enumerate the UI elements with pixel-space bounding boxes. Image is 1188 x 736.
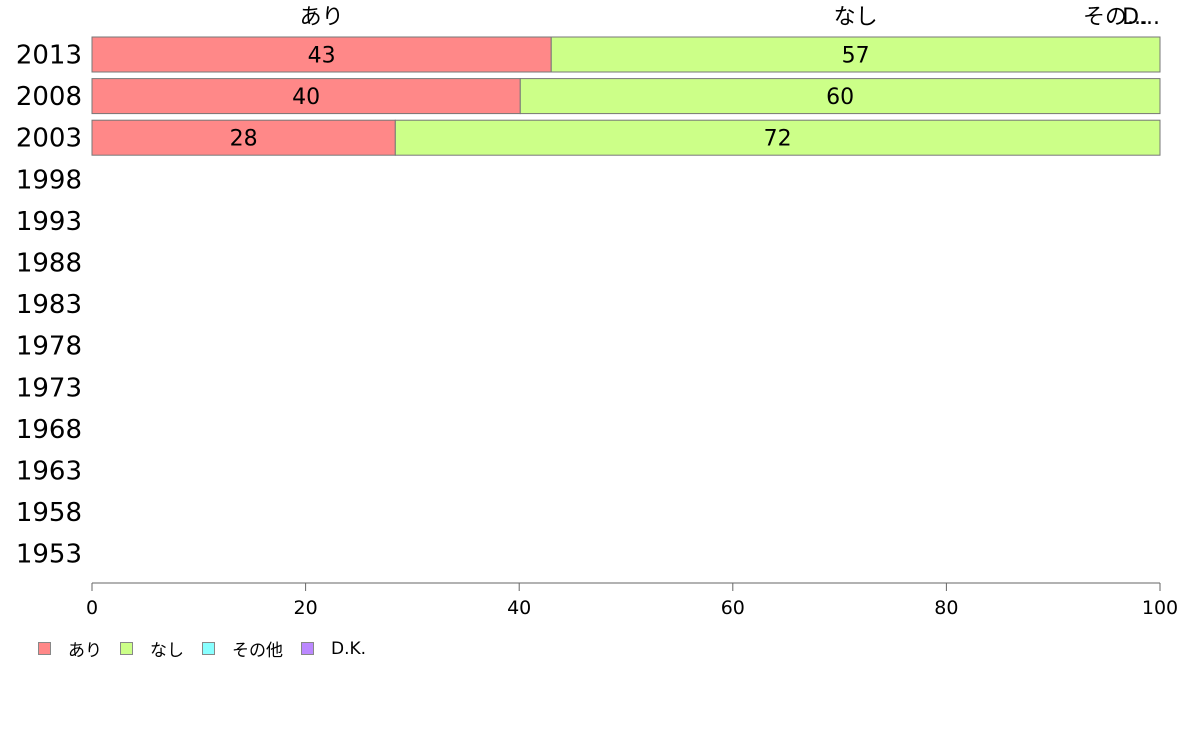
legend-label: その他 <box>232 641 283 661</box>
bar-segment <box>519 78 1161 115</box>
bar-segment <box>91 78 521 115</box>
year-label: 1983 <box>16 290 82 320</box>
bar-value-label: 40 <box>292 85 320 110</box>
bar-value-label: 57 <box>842 44 870 69</box>
x-tick-label: 20 <box>294 597 318 619</box>
bar-value-label: 43 <box>308 44 336 69</box>
year-labels: 2013 2008 2003 1998 1993 1988 1983 1978 1973 1968… <box>16 41 82 570</box>
bars: 43 57 40 60 28 72 <box>91 36 1161 156</box>
legend-label: あり <box>68 641 102 661</box>
x-tick-label: 40 <box>507 597 531 619</box>
bar-segment <box>394 119 1161 156</box>
column-label: あり <box>300 5 344 30</box>
legend: あり なし その他 D.K. <box>38 636 384 661</box>
bar-segment <box>91 36 552 73</box>
year-label: 2008 <box>16 82 82 112</box>
column-label: なし <box>834 5 878 30</box>
year-label: 1953 <box>16 540 82 570</box>
year-label: 1988 <box>16 249 82 279</box>
legend-swatch <box>38 642 51 655</box>
bar-segment <box>550 36 1161 73</box>
column-labels: あり なし その...D... <box>300 5 1160 30</box>
bar-value-label: 72 <box>764 127 792 152</box>
legend-label: なし <box>150 641 184 661</box>
legend-swatch <box>301 642 314 655</box>
column-label: その... <box>1083 5 1148 30</box>
year-label: 1993 <box>16 207 82 237</box>
x-tick-label: 80 <box>934 597 958 619</box>
year-label: 1958 <box>16 498 82 528</box>
stacked-bar-chart: あり なし その...D... 2013 2008 2003 1998 1993 1988 19… <box>16 5 1178 619</box>
legend-label: D.K. <box>331 638 367 659</box>
x-tick-label: 0 <box>86 597 98 619</box>
x-tick-label: 100 <box>1142 597 1178 619</box>
year-label: 2003 <box>16 124 82 154</box>
year-label: 1978 <box>16 332 82 362</box>
legend-item: あり <box>38 636 102 661</box>
legend-swatch <box>120 642 133 655</box>
x-axis: 0 20 40 60 80 100 <box>86 582 1178 619</box>
bar-value-label: 28 <box>230 127 258 152</box>
legend-swatch <box>202 642 215 655</box>
legend-item: なし <box>120 636 184 661</box>
year-label: 2013 <box>16 41 82 71</box>
legend-item: その他 <box>202 636 283 661</box>
year-label: 1963 <box>16 457 82 487</box>
bar-segment <box>91 119 396 156</box>
column-label: D... <box>1122 5 1160 30</box>
year-label: 1968 <box>16 415 82 445</box>
year-label: 1973 <box>16 373 82 403</box>
x-tick-label: 60 <box>721 597 745 619</box>
bar-value-label: 60 <box>826 85 854 110</box>
year-label: 1998 <box>16 165 82 195</box>
legend-item: D.K. <box>301 639 366 659</box>
